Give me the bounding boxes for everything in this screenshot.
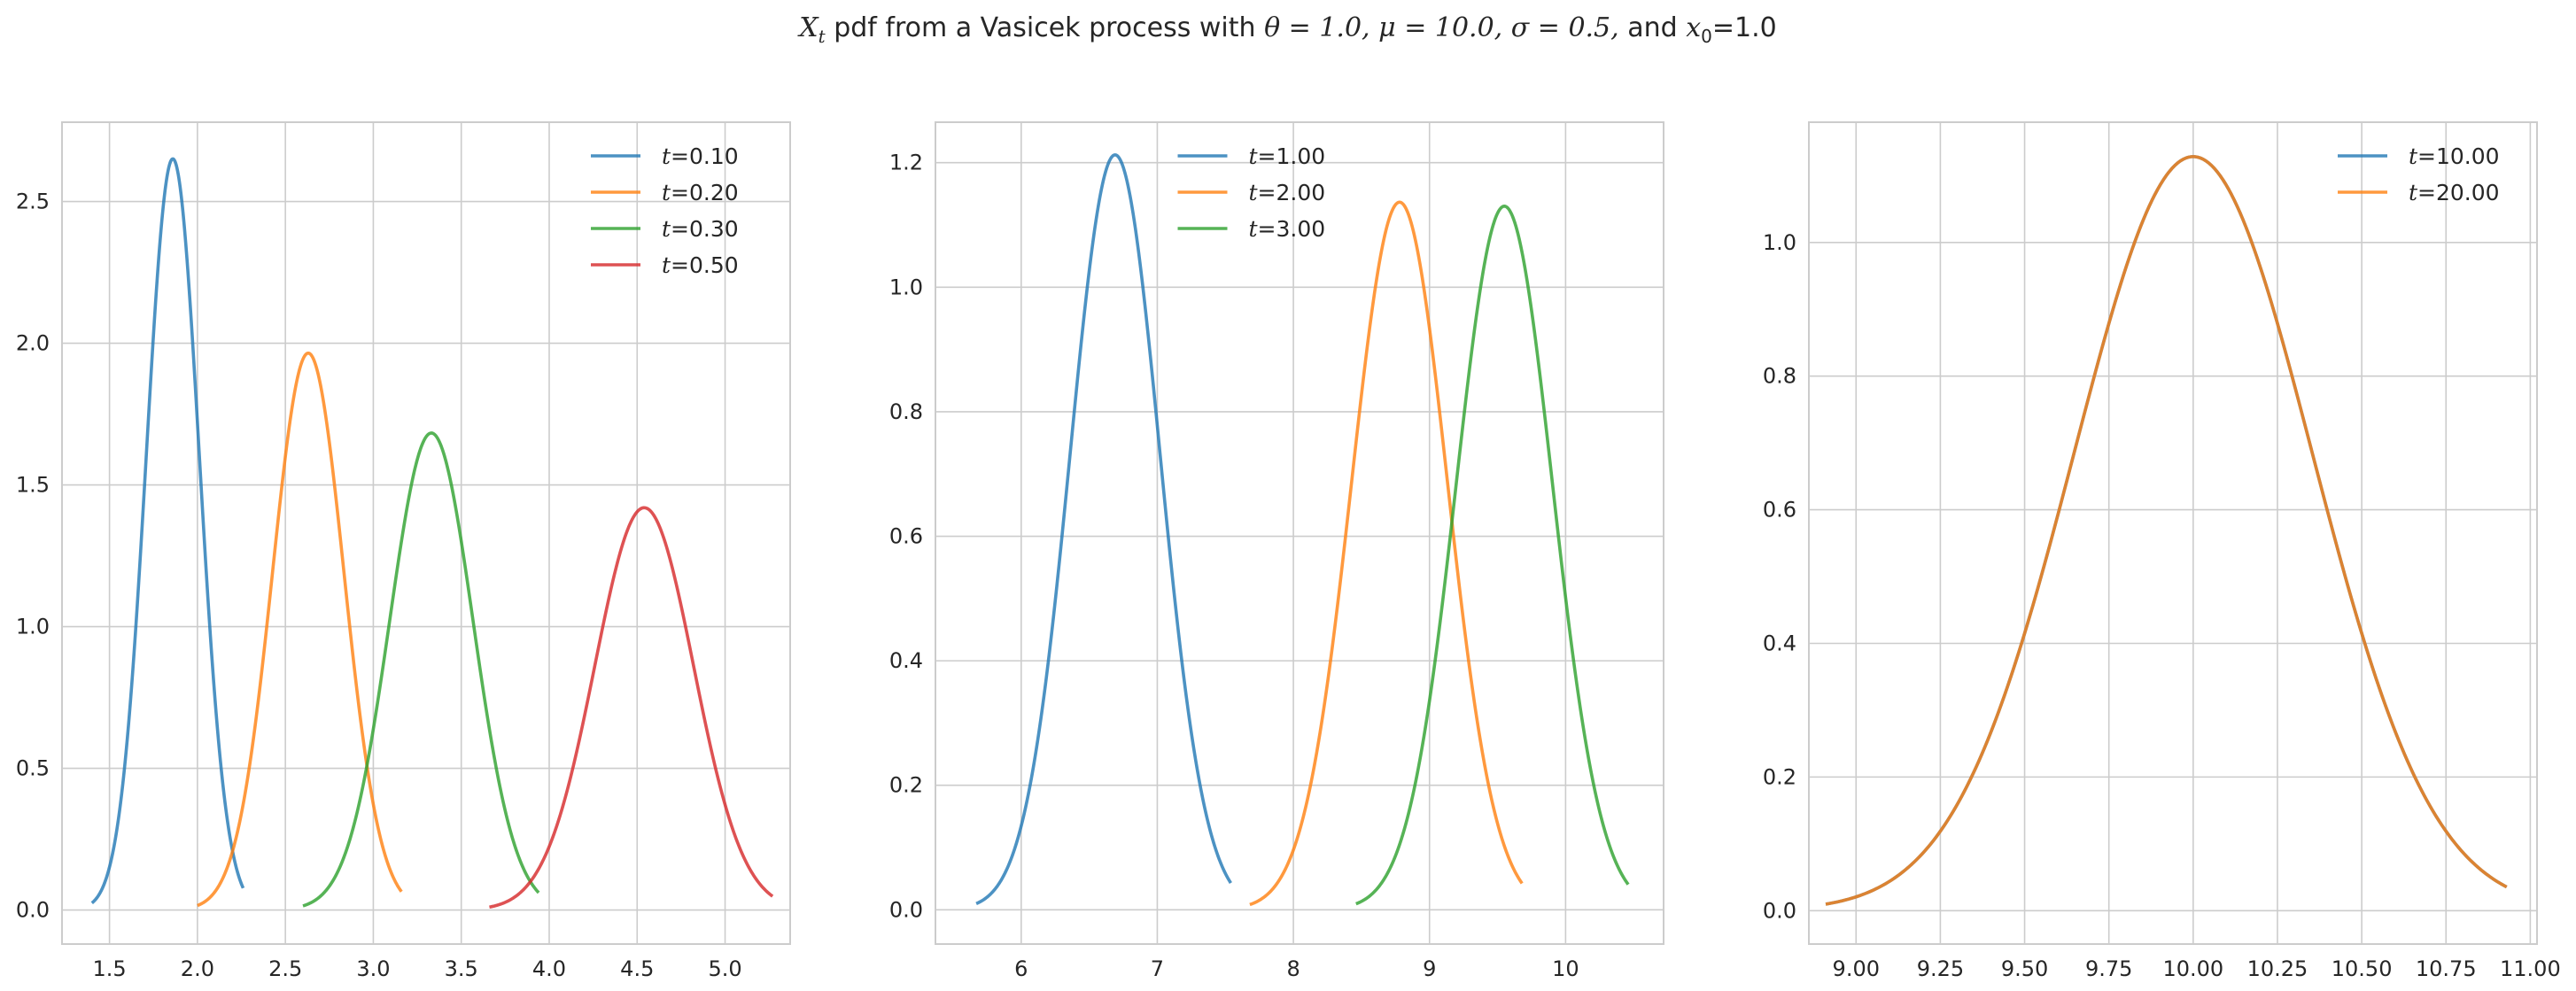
x-tick-label: 2.5	[268, 956, 302, 981]
x-tick-label: 2.0	[181, 956, 214, 981]
y-tick-label: 2.5	[16, 190, 50, 214]
series-line-t=0.10	[90, 157, 245, 905]
y-tick-label: 1.0	[889, 275, 923, 299]
series-line-t=10.00	[1825, 155, 2508, 906]
x-tick-label: 11.00	[2500, 956, 2561, 981]
y-tick-label: 0.6	[1763, 498, 1796, 523]
y-tick-label: 0.2	[1763, 764, 1796, 789]
axes-frame	[935, 121, 1664, 945]
y-tick-label: 1.2	[889, 151, 923, 175]
title-x-symbol: X	[799, 12, 819, 43]
x-tick-label: 10.00	[2162, 956, 2223, 981]
axes-frame	[1808, 121, 2538, 945]
subplot-2: 6 7 8 9 100.00.20.40.60.81.01.2 t=1.00t=2.00t…	[889, 121, 1664, 981]
y-tick-label: 0.8	[889, 399, 923, 424]
legend-label: t=0.50	[662, 252, 739, 278]
x-tick-label: 1.5	[93, 956, 127, 981]
legend-label: t=10.00	[2409, 143, 2500, 169]
y-tick-label: 0.8	[1763, 364, 1796, 389]
title-x0-value: =1.0	[1711, 12, 1777, 43]
x-tick-label: 10	[1552, 956, 1579, 981]
legend-label: t=0.30	[662, 216, 739, 242]
y-tick-label: 0.2	[889, 773, 923, 798]
series-line-t=1.00	[975, 153, 1232, 906]
y-tick-label: 0.4	[1763, 631, 1796, 655]
series-line-t=2.00	[1249, 200, 1524, 907]
y-tick-label: 1.0	[1763, 230, 1796, 255]
axes-frame	[61, 121, 791, 945]
series-line-t=0.50	[489, 506, 774, 909]
x-tick-label: 9.50	[2001, 956, 2048, 981]
x-tick-label: 4.0	[532, 956, 566, 981]
y-tick-label: 0.4	[889, 648, 923, 673]
legend: t=1.00 t=2.00 t=3.00	[1177, 143, 1326, 242]
legend-label: t=0.10	[662, 143, 739, 169]
title-sigma: σ = 0.5,	[1510, 12, 1619, 43]
title-x0-subscript: 0	[1701, 26, 1712, 47]
chart-title: Xt pdf from a Vasicek process with θ = 1…	[0, 12, 2576, 47]
series-line-t=20.00	[1825, 155, 2508, 906]
y-tick-label: 1.5	[16, 473, 50, 498]
x-tick-label: 4.5	[620, 956, 654, 981]
x-tick-label: 7	[1151, 956, 1164, 981]
legend-label: t=2.00	[1249, 180, 1326, 205]
x-tick-label: 9	[1423, 956, 1436, 981]
title-text-before: pdf from a Vasicek process with	[825, 12, 1265, 43]
title-text-and: and	[1618, 12, 1687, 43]
y-tick-label: 0.0	[1763, 898, 1796, 923]
subplot-1: 1.5 2.0 2.5 3.0 3.5 4.0 4.5 5.0 0.0 0.5 1.0 1.5 2.0 2…	[16, 121, 791, 981]
title-theta: θ = 1.0,	[1264, 12, 1370, 43]
legend-label: t=1.00	[1249, 143, 1326, 169]
legend-label: t=0.20	[662, 180, 739, 205]
x-tick-label: 10.50	[2332, 956, 2393, 981]
x-tick-label: 3.0	[356, 956, 390, 981]
x-tick-label: 6	[1014, 956, 1028, 981]
legend-label: t=3.00	[1249, 216, 1326, 242]
x-tick-label: 3.5	[445, 956, 478, 981]
y-tick-label: 2.0	[16, 331, 50, 356]
y-tick-label: 0.6	[889, 524, 923, 549]
title-x0-symbol: x	[1686, 12, 1702, 43]
series-line-t=0.30	[302, 431, 540, 908]
x-tick-label: 5.0	[708, 956, 741, 981]
title-x-subscript: t	[818, 26, 826, 47]
x-tick-label: 9.25	[1917, 956, 1964, 981]
x-tick-label: 10.75	[2416, 956, 2477, 981]
x-tick-label: 10.25	[2247, 956, 2308, 981]
y-tick-label: 1.0	[16, 615, 50, 639]
series-line-t=3.00	[1355, 205, 1630, 906]
y-tick-label: 0.0	[16, 898, 50, 923]
legend-label: t=20.00	[2409, 180, 2500, 205]
legend: t=0.10 t=0.20 t=0.30 t=0.50	[591, 143, 739, 278]
x-tick-label: 8	[1286, 956, 1300, 981]
x-tick-label: 9.00	[1833, 956, 1880, 981]
y-tick-label: 0.0	[889, 897, 923, 922]
x-tick-label: 9.75	[2085, 956, 2132, 981]
title-mu: μ = 10.0,	[1378, 12, 1503, 43]
subplot-3: 9.00 9.25 9.50 9.75 10.00 10.25 10.50 10.75 11.0…	[1763, 121, 2561, 981]
legend: t=10.00 t=20.00	[2338, 143, 2500, 205]
y-tick-label: 0.5	[16, 756, 50, 781]
